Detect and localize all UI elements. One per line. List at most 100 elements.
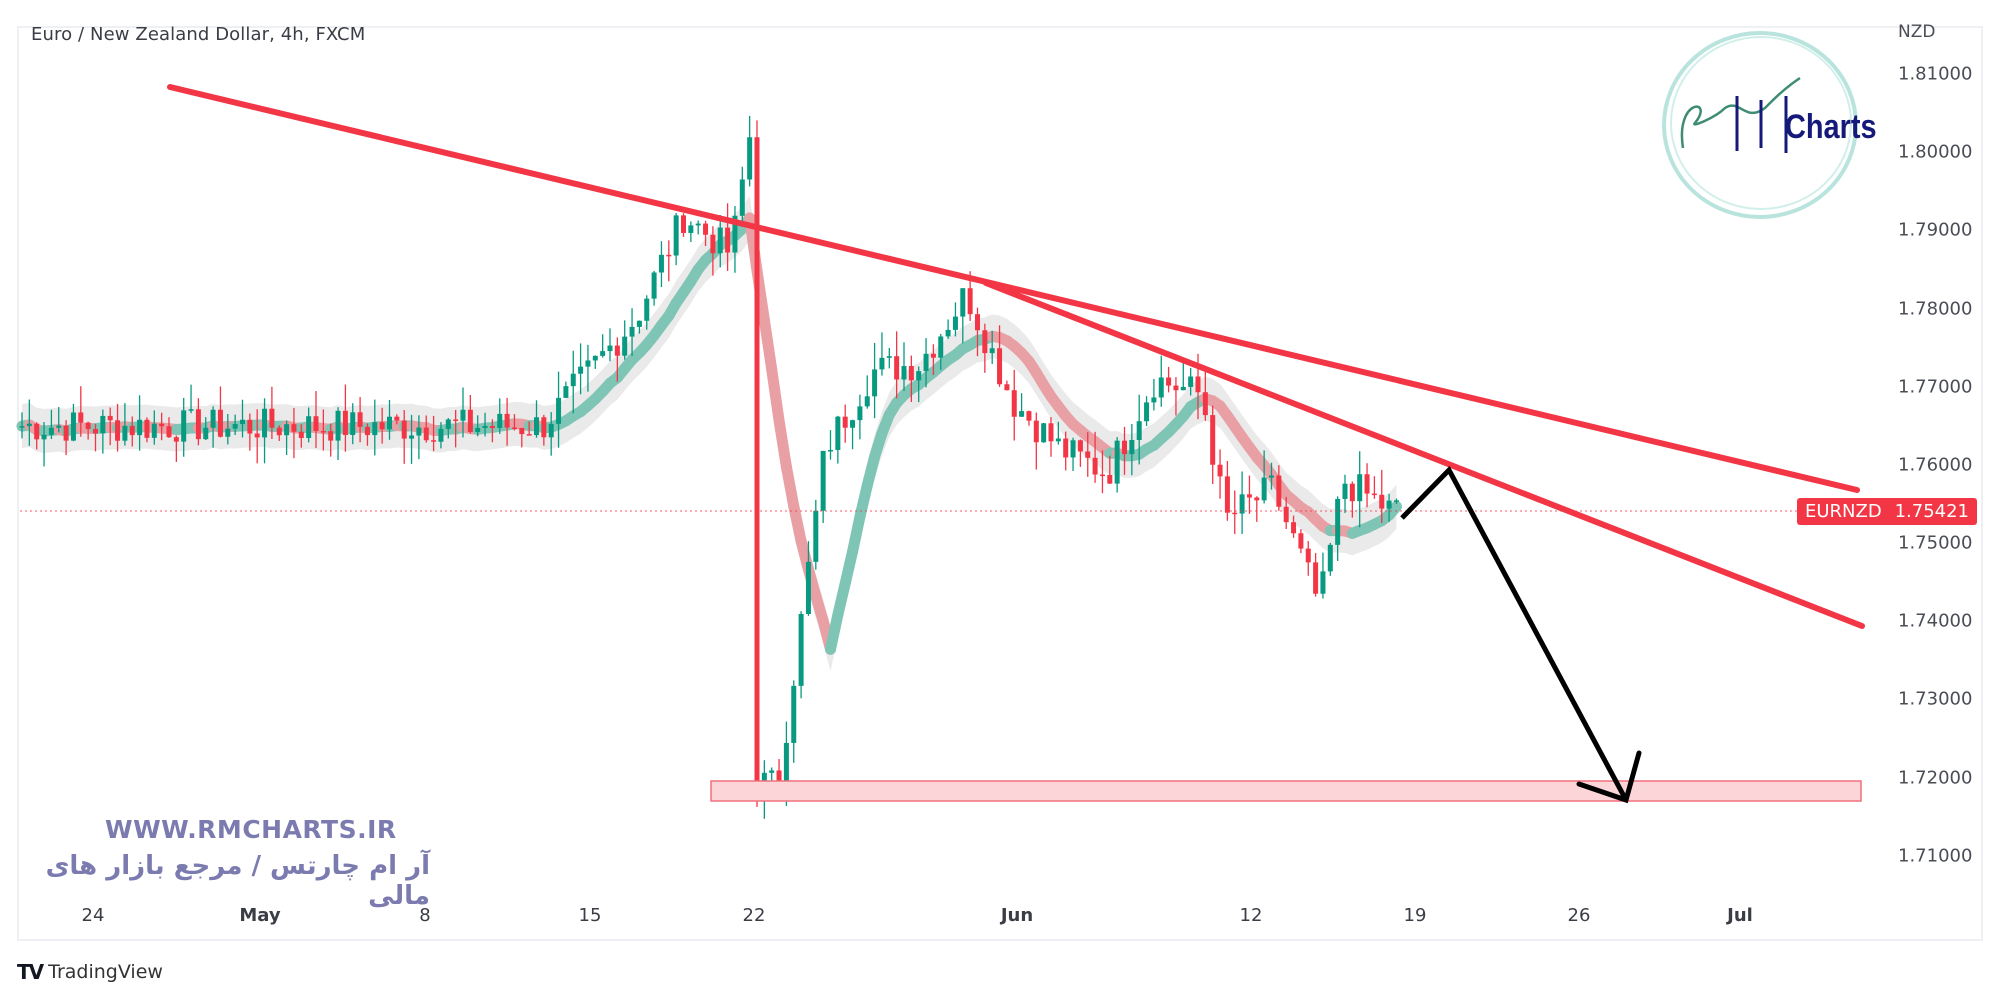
- candle-body: [908, 366, 914, 381]
- price-axis-label: 1.73000: [1898, 688, 1973, 710]
- ma-band: [22, 196, 1397, 672]
- candle-body: [482, 425, 488, 428]
- price-axis-label: 1.75000: [1898, 532, 1973, 554]
- price-axis-label: 1.78000: [1898, 298, 1973, 320]
- candle-body: [1357, 474, 1363, 502]
- candle-body: [585, 360, 591, 367]
- candle-body: [651, 272, 657, 299]
- candle-body: [379, 422, 385, 430]
- ma-ribbon-segment: [766, 363, 785, 427]
- candle-body: [1077, 440, 1083, 452]
- ma-ribbon-segment: [847, 511, 866, 558]
- candle-body: [240, 419, 245, 425]
- price-axis-label: 1.80000: [1898, 141, 1973, 163]
- candle-body: [445, 419, 451, 429]
- candle-body: [989, 348, 995, 354]
- candle-body: [578, 366, 584, 374]
- candle-body: [570, 373, 576, 387]
- support-zone: [710, 780, 1862, 802]
- candle-body: [592, 355, 598, 361]
- candle-body: [886, 356, 892, 358]
- candle-body: [188, 409, 194, 411]
- price-axis-label: 1.71000: [1898, 845, 1973, 867]
- candle-body: [879, 357, 885, 370]
- candle-body: [269, 408, 275, 428]
- candle-body: [1085, 451, 1091, 458]
- candle-body: [916, 371, 922, 381]
- candle-body: [1202, 392, 1208, 416]
- candle-body: [1313, 562, 1319, 594]
- candle-body: [1166, 377, 1172, 386]
- candle-body: [85, 422, 91, 429]
- candle-body: [298, 431, 304, 438]
- price-axis-label: 1.72000: [1898, 767, 1973, 789]
- candle-body: [1371, 493, 1377, 496]
- candle-body: [681, 215, 686, 233]
- candle-body: [1298, 533, 1304, 549]
- candle-body: [93, 428, 98, 434]
- candle-body: [1283, 506, 1289, 523]
- candle-body: [1158, 377, 1164, 398]
- candle-body: [350, 412, 356, 436]
- candle-body: [754, 137, 760, 796]
- candle-body: [548, 423, 554, 438]
- candle-body: [688, 225, 694, 233]
- candle-body: [519, 427, 525, 435]
- candle-body: [313, 416, 319, 432]
- candle-body: [835, 416, 841, 450]
- candle-body: [703, 223, 709, 235]
- candle-body: [960, 288, 966, 317]
- candle-body: [122, 425, 128, 441]
- candle-body: [173, 437, 179, 442]
- candle-body: [511, 427, 517, 430]
- candle-body: [1092, 457, 1098, 475]
- candle-body: [247, 419, 253, 434]
- time-axis-label: 8: [419, 905, 431, 926]
- time-axis-label: 24: [81, 905, 105, 926]
- candle-body: [710, 234, 716, 254]
- watermark-url: WWW.RMCHARTS.IR: [105, 815, 397, 844]
- candle-body: [137, 419, 143, 436]
- candle-body: [1107, 475, 1113, 484]
- price-axis-label: 1.77000: [1898, 376, 1973, 398]
- candle-body: [1136, 421, 1142, 440]
- candle-body: [857, 406, 863, 421]
- candle-body: [63, 425, 69, 441]
- candle-body: [607, 345, 613, 352]
- candle-body: [1379, 494, 1385, 509]
- candle-body: [489, 425, 495, 428]
- candle-body: [1210, 415, 1216, 465]
- candle-body: [306, 416, 312, 438]
- candle-body: [1349, 483, 1355, 502]
- candle-body: [210, 409, 216, 428]
- candle-body: [614, 345, 620, 356]
- candle-body: [842, 416, 848, 428]
- candle-body: [394, 416, 400, 421]
- candle-body: [945, 329, 951, 337]
- candle-body: [181, 410, 187, 442]
- price-axis-label: 1.74000: [1898, 610, 1973, 632]
- candle-body: [982, 330, 988, 354]
- candle-body: [1261, 477, 1267, 501]
- candle-body: [372, 422, 378, 436]
- tradingview-brand[interactable]: TV TradingView: [17, 960, 163, 984]
- candle-body: [673, 215, 679, 256]
- projection-arrow-icon: [1576, 750, 1642, 804]
- candle-body: [342, 410, 348, 436]
- candle-body: [1188, 376, 1194, 387]
- candle-body: [159, 423, 165, 427]
- candle-body: [328, 431, 334, 441]
- candle-body: [805, 561, 811, 614]
- candle-body: [1393, 500, 1399, 502]
- last-price-value: 1.75421: [1894, 501, 1969, 522]
- candle-body: [534, 417, 539, 436]
- candle-body: [1276, 475, 1282, 507]
- candle-body: [1041, 423, 1047, 443]
- candle-body: [1129, 439, 1135, 455]
- candle-body: [1122, 440, 1127, 455]
- price-axis-label: 1.79000: [1898, 219, 1973, 241]
- candle-body: [504, 413, 510, 428]
- last-price-tag: EURNZD 1.75421: [1797, 498, 1977, 525]
- upper-trendline: [167, 84, 1860, 493]
